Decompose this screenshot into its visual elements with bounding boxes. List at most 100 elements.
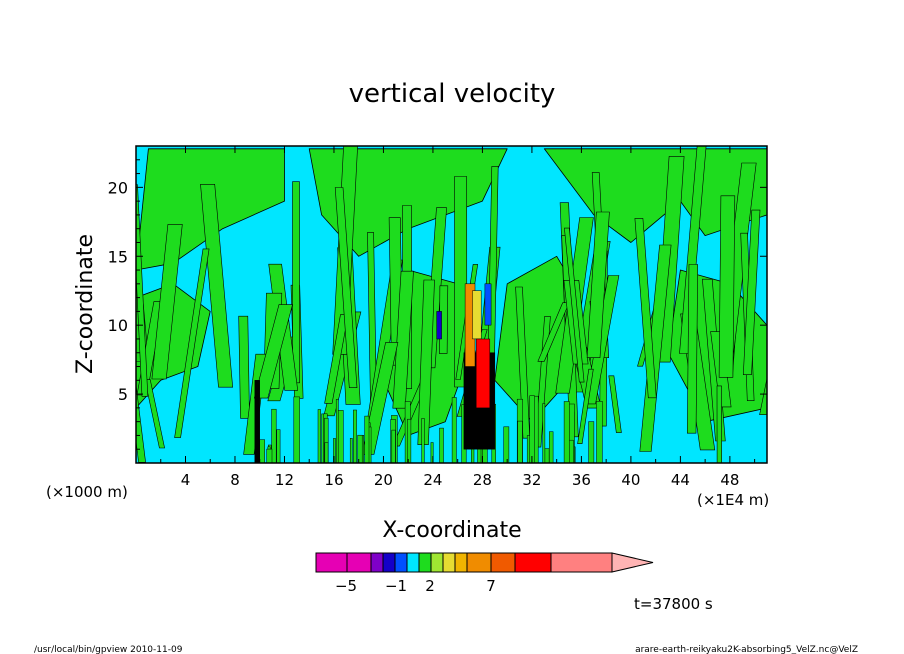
contour-band bbox=[759, 376, 767, 415]
colorbar-segment bbox=[406, 552, 420, 573]
x-tick-label: 4 bbox=[181, 471, 191, 489]
x-tick-label: 40 bbox=[621, 471, 640, 489]
x-tick-label: 28 bbox=[473, 471, 492, 489]
contour-band bbox=[679, 146, 707, 354]
contour-core bbox=[436, 311, 442, 340]
contour-band bbox=[503, 426, 510, 463]
colorbar-tick-label: −1 bbox=[385, 577, 407, 595]
contour-band bbox=[276, 429, 281, 463]
contour-band bbox=[596, 401, 603, 463]
contour-band bbox=[639, 244, 672, 452]
contour-band bbox=[174, 248, 210, 438]
contour-band bbox=[451, 397, 457, 463]
x-tick-label: 24 bbox=[423, 471, 442, 489]
contour-band bbox=[136, 184, 149, 397]
y-tick-label: 5 bbox=[118, 385, 128, 404]
colorbar-segment bbox=[418, 552, 432, 573]
contour-core bbox=[254, 380, 260, 463]
colorbar-segment bbox=[466, 552, 492, 573]
contour-band bbox=[417, 279, 435, 445]
plot-frame bbox=[135, 145, 768, 464]
y-tick-label: 20 bbox=[108, 178, 128, 197]
contour-band bbox=[292, 181, 300, 384]
contour-band bbox=[686, 264, 699, 434]
x-tick-label: 20 bbox=[374, 471, 393, 489]
contour-band bbox=[324, 442, 329, 463]
contour-band bbox=[586, 211, 610, 358]
contour-band bbox=[144, 379, 165, 449]
colorbar-segment bbox=[454, 552, 468, 573]
contour-core bbox=[472, 290, 482, 340]
colorbar-segment bbox=[442, 552, 456, 573]
contour-band bbox=[364, 415, 370, 463]
footer-right: arare-earth-reikyaku2K-absorbing5_VelZ.n… bbox=[635, 645, 858, 654]
contour-band bbox=[563, 401, 570, 463]
contour-band bbox=[353, 409, 357, 463]
contour-band bbox=[577, 368, 594, 444]
contour-band bbox=[529, 395, 535, 463]
colorbar-segment bbox=[490, 552, 516, 573]
footer-left: /usr/local/bin/gpview 2010-11-09 bbox=[34, 645, 183, 654]
contour-band bbox=[439, 427, 444, 463]
x-tick-label: 12 bbox=[275, 471, 294, 489]
x-tick-label: 36 bbox=[572, 471, 591, 489]
contour-band bbox=[238, 315, 250, 419]
contour-band bbox=[349, 438, 353, 463]
colorbar-tick-label: 2 bbox=[425, 577, 435, 595]
y-tick-label: 15 bbox=[108, 247, 128, 266]
contour-band bbox=[742, 209, 761, 375]
contour-band bbox=[357, 434, 363, 463]
contour-band bbox=[266, 448, 273, 463]
colorbar-segment bbox=[394, 552, 408, 573]
colorbar: −5 −1 2 7 bbox=[315, 552, 654, 595]
contour-band bbox=[718, 195, 736, 378]
contour-band bbox=[324, 417, 329, 463]
contour-band bbox=[259, 439, 265, 463]
contour-band bbox=[634, 218, 657, 399]
colorbar-segment bbox=[550, 552, 613, 573]
contour-bands bbox=[136, 146, 767, 463]
contour-band bbox=[421, 418, 425, 463]
x-axis-label: X-coordinate bbox=[382, 518, 521, 543]
time-annotation: t=37800 s bbox=[634, 595, 713, 613]
colorbar-segment bbox=[430, 552, 444, 573]
contour-band bbox=[517, 420, 523, 463]
colorbar-segment bbox=[514, 552, 552, 573]
contour-band bbox=[608, 375, 622, 433]
contour-band bbox=[430, 442, 434, 463]
contour-band bbox=[271, 408, 277, 463]
contour-band bbox=[542, 403, 546, 463]
contour-band bbox=[588, 421, 595, 463]
contour-band bbox=[716, 385, 723, 463]
x-unit-right: (×1E4 m) bbox=[697, 491, 769, 509]
colorbar-arrow bbox=[611, 552, 654, 573]
chart-title: vertical velocity bbox=[349, 79, 556, 109]
contour-band bbox=[564, 227, 585, 383]
x-tick-label: 48 bbox=[720, 471, 739, 489]
contour-band bbox=[151, 224, 183, 380]
contour-band bbox=[253, 304, 293, 399]
x-tick-label: 8 bbox=[230, 471, 240, 489]
x-tick-label: 32 bbox=[522, 471, 541, 489]
contour-core bbox=[484, 283, 492, 326]
contour-band bbox=[293, 396, 300, 463]
contour-band bbox=[334, 187, 358, 388]
contour-band bbox=[549, 431, 554, 463]
y-axis-label: Z-coordinate bbox=[73, 234, 98, 374]
contour-band bbox=[317, 409, 321, 463]
colorbar-tick-label: −5 bbox=[335, 577, 357, 595]
colorbar-segment bbox=[370, 552, 384, 573]
x-tick-label: 16 bbox=[324, 471, 343, 489]
contour-band bbox=[337, 410, 344, 463]
contour-core bbox=[475, 338, 491, 409]
x-unit-left: (×1000 m) bbox=[46, 483, 128, 501]
x-tick-label: 44 bbox=[671, 471, 690, 489]
contour-band bbox=[391, 429, 396, 463]
y-tick-label: 10 bbox=[108, 316, 128, 335]
colorbar-tick-label: 7 bbox=[486, 577, 496, 595]
contour-band bbox=[407, 418, 412, 463]
colorbar-segment bbox=[315, 552, 348, 573]
